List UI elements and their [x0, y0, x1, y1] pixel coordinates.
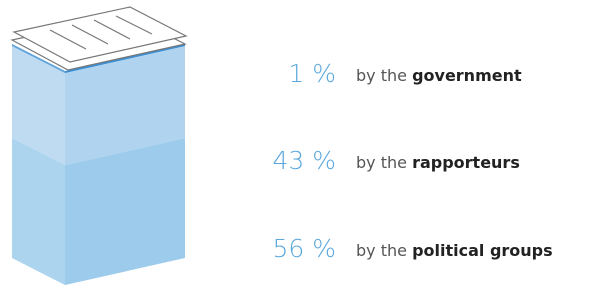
labels: 1 % by the government 43 % by the rapporteu…: [272, 59, 552, 263]
category-name: rapporteurs: [412, 153, 520, 172]
category-label: by the government: [356, 66, 522, 85]
label-prefix: by the: [356, 241, 407, 260]
value-label: 56 %: [272, 234, 336, 263]
stacked-box: [12, 44, 185, 285]
chart: 1 % by the government 43 % by the rapporteu…: [0, 0, 610, 286]
value-label: 43 %: [272, 146, 336, 175]
category-label: by the rapporteurs: [356, 153, 520, 172]
label-prefix: by the: [356, 153, 407, 172]
label-prefix: by the: [356, 66, 407, 85]
category-label: by the political groups: [356, 241, 553, 260]
value-label: 1 %: [288, 59, 336, 88]
category-name: government: [412, 66, 522, 85]
category-name: political groups: [412, 241, 553, 260]
